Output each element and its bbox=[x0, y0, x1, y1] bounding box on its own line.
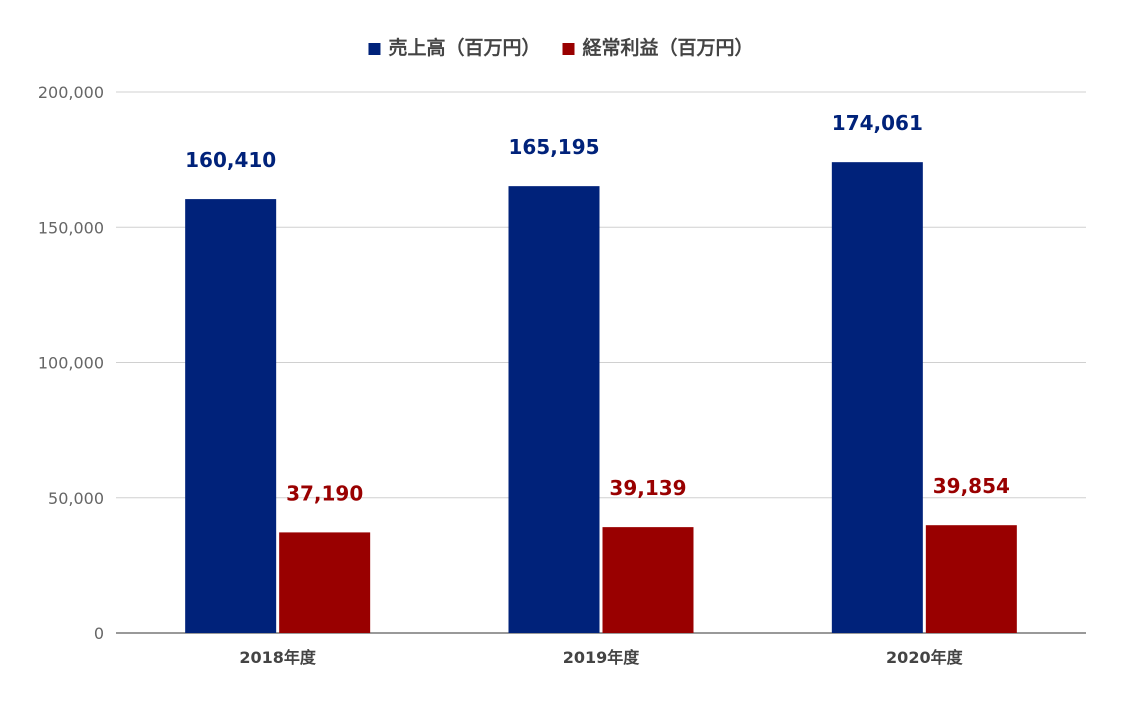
bars bbox=[185, 162, 1017, 634]
data-label: 39,854 bbox=[933, 474, 1010, 498]
bar-ordinary-profit bbox=[925, 525, 1017, 633]
x-tick-label: 2018年度 bbox=[239, 648, 317, 667]
bar-sales bbox=[185, 199, 277, 633]
data-labels: 160,410 37,190 165,195 39,139 174,061 39,854 bbox=[185, 111, 1010, 505]
data-label: 160,410 bbox=[185, 148, 276, 172]
bar-sales bbox=[831, 162, 923, 634]
data-label: 165,195 bbox=[508, 135, 599, 159]
legend-swatch bbox=[562, 43, 575, 55]
bar-ordinary-profit bbox=[602, 527, 694, 633]
data-label: 37,190 bbox=[286, 481, 363, 505]
data-label: 39,139 bbox=[609, 476, 686, 500]
legend-item: 売上高（百万円） bbox=[368, 36, 541, 59]
gridlines bbox=[116, 91, 1086, 634]
y-tick-label: 150,000 bbox=[38, 218, 104, 237]
legend-swatch bbox=[368, 43, 381, 55]
y-tick-label: 100,000 bbox=[38, 354, 104, 373]
y-tick-label: 50,000 bbox=[48, 489, 104, 508]
bar-ordinary-profit bbox=[279, 532, 371, 633]
y-tick-label: 200,000 bbox=[38, 83, 104, 102]
legend-label: 売上高（百万円） bbox=[388, 36, 540, 59]
x-axis: 2018年度 2019年度 2020年度 bbox=[239, 648, 963, 667]
chart-legend: 売上高（百万円） 経常利益（百万円） bbox=[368, 36, 754, 59]
bar-sales bbox=[508, 186, 600, 633]
y-axis: 0 50,000 100,000 150,000 200,000 bbox=[38, 83, 104, 643]
x-tick-label: 2019年度 bbox=[563, 648, 641, 667]
y-tick-label: 0 bbox=[94, 624, 104, 643]
legend-item: 経常利益（百万円） bbox=[562, 36, 754, 59]
data-label: 174,061 bbox=[832, 111, 923, 135]
x-tick-label: 2020年度 bbox=[886, 648, 964, 667]
legend-label: 経常利益（百万円） bbox=[583, 36, 754, 59]
